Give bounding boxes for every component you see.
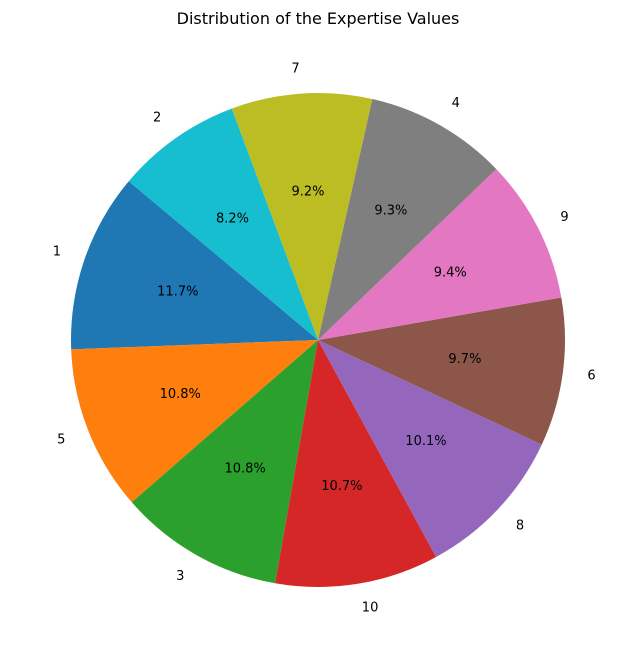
pie-percent-label: 9.2% (291, 185, 324, 200)
pie-percent-label: 10.8% (160, 387, 201, 402)
pie-percent-label: 10.7% (321, 479, 362, 494)
pie-percent-label: 9.3% (374, 203, 407, 218)
pie-percent-label: 9.4% (434, 266, 467, 281)
pie-percent-label: 9.7% (448, 352, 481, 367)
pie-category-label: 2 (153, 111, 161, 126)
pie-category-label: 3 (176, 569, 184, 584)
pie-percent-label: 8.2% (216, 211, 249, 226)
pie-percent-label: 10.8% (224, 462, 265, 477)
pie-slices (71, 93, 565, 587)
pie-category-label: 4 (452, 96, 460, 111)
pie-category-label: 6 (587, 368, 595, 383)
pie-category-label: 1 (53, 244, 61, 259)
pie-category-label: 8 (516, 519, 524, 534)
pie-category-label: 7 (291, 61, 299, 76)
chart-title: Distribution of the Expertise Values (177, 9, 460, 28)
pie-percent-label: 10.1% (405, 434, 446, 449)
pie-category-label: 9 (560, 210, 568, 225)
pie-category-label: 5 (57, 433, 65, 448)
pie-category-label: 10 (362, 601, 379, 616)
pie-percent-label: 11.7% (157, 284, 198, 299)
